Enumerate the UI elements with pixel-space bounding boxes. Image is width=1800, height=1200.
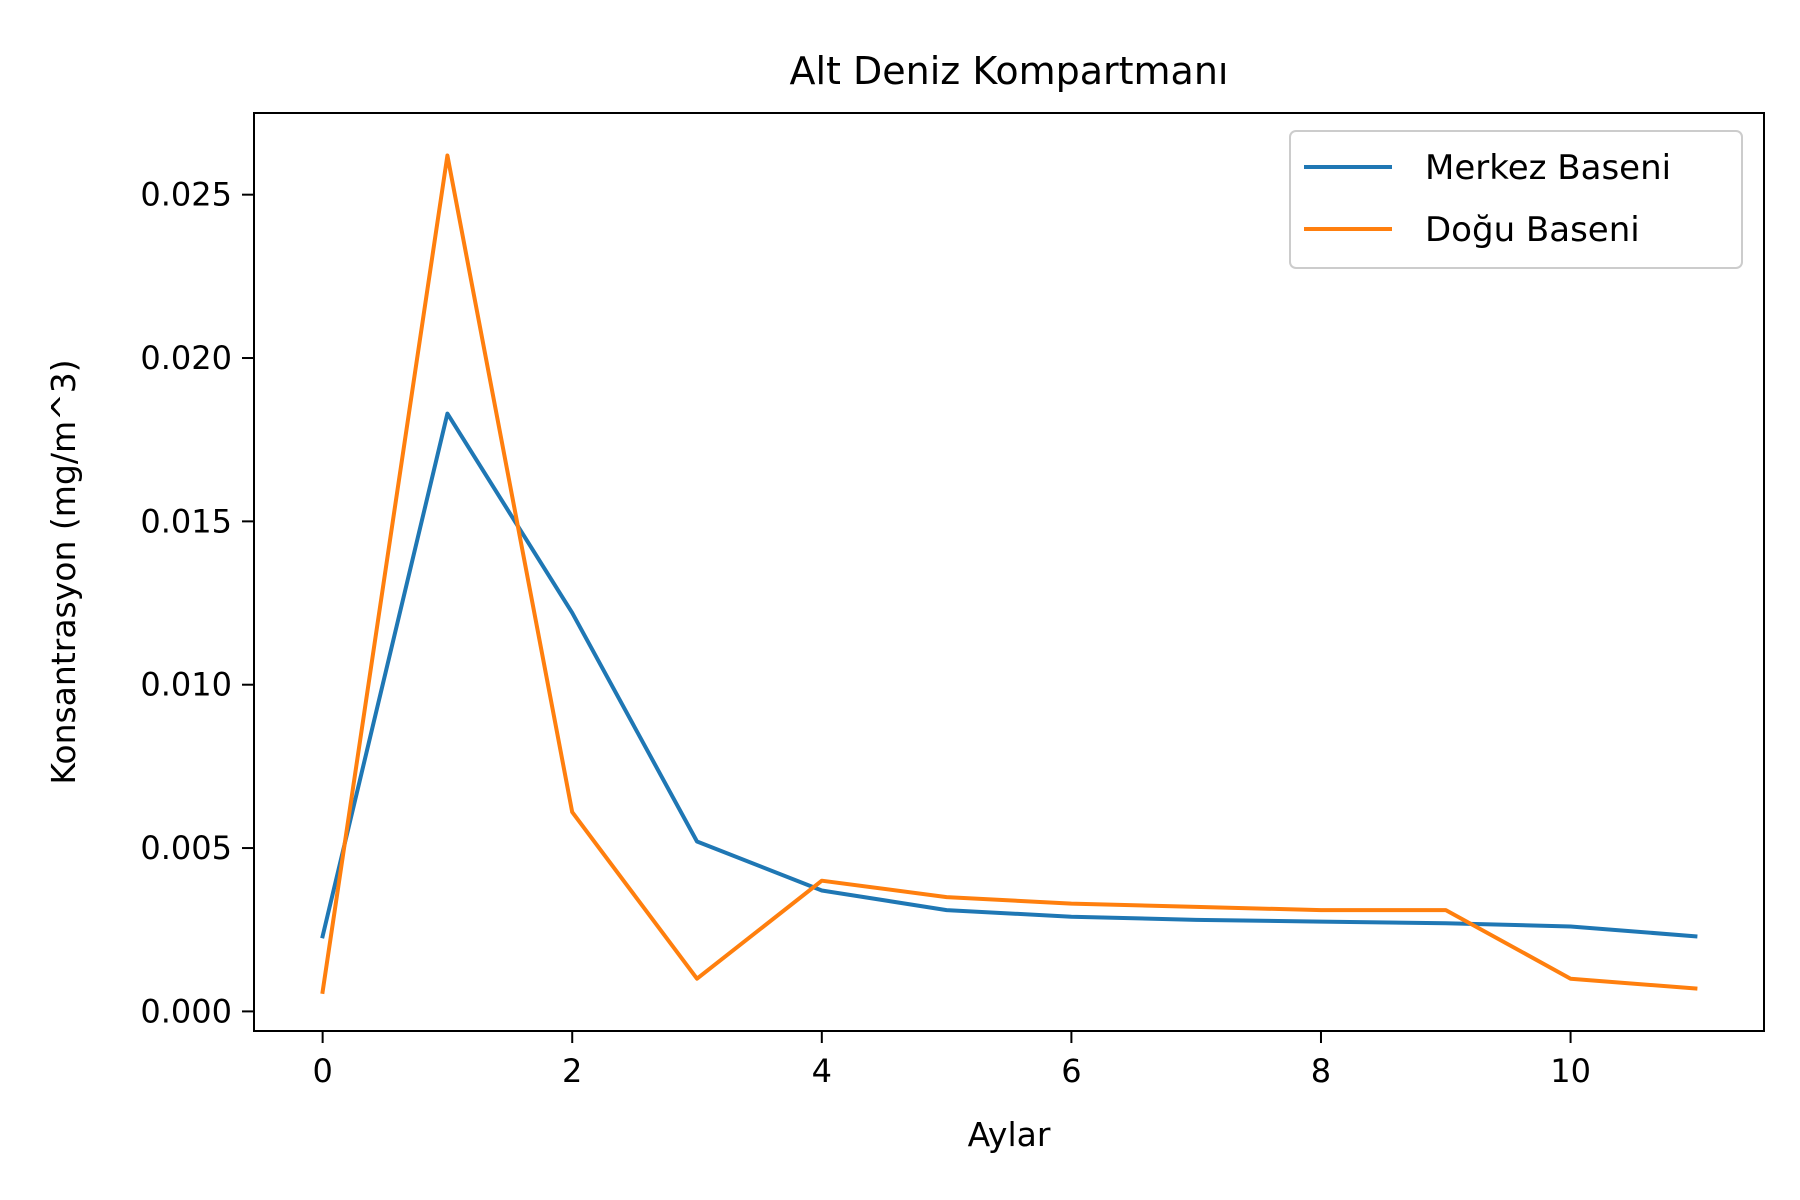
x-tick-label: 8 (1311, 1052, 1331, 1090)
y-tick-label: 0.000 (140, 992, 232, 1030)
legend-box (1289, 130, 1743, 269)
chart-title: Alt Deniz Kompartmanı (789, 49, 1228, 93)
legend-label-merkez-baseni: Merkez Baseni (1425, 148, 1671, 188)
x-tick-label: 6 (1061, 1052, 1081, 1090)
series-line-dogu-baseni (320, 153, 1698, 995)
plot-frame (253, 112, 1765, 1032)
series-layer (320, 153, 1698, 995)
x-tick-label: 4 (812, 1052, 832, 1090)
y-axis-title: Konsantrasyon (mg/m^3) (44, 359, 83, 784)
legend: Merkez Baseni Doğu Baseni (1289, 130, 1743, 269)
legend-label-dogu-baseni: Doğu Baseni (1425, 210, 1640, 250)
y-tick-label: 0.025 (140, 176, 232, 214)
x-tick-label: 0 (312, 1052, 332, 1090)
y-tick-label: 0.015 (140, 502, 232, 540)
y-tick-label: 0.020 (140, 339, 232, 377)
y-tick-label: 0.005 (140, 829, 232, 867)
x-axis-title: Aylar (968, 1115, 1051, 1154)
ticks-layer: 0 2 4 6 8 10 0.000 0.005 0.010 0.015 0.020 0.025 (140, 176, 1591, 1090)
x-tick-label: 10 (1550, 1052, 1591, 1090)
x-tick-label: 2 (562, 1052, 582, 1090)
y-tick-label: 0.010 (140, 666, 232, 704)
